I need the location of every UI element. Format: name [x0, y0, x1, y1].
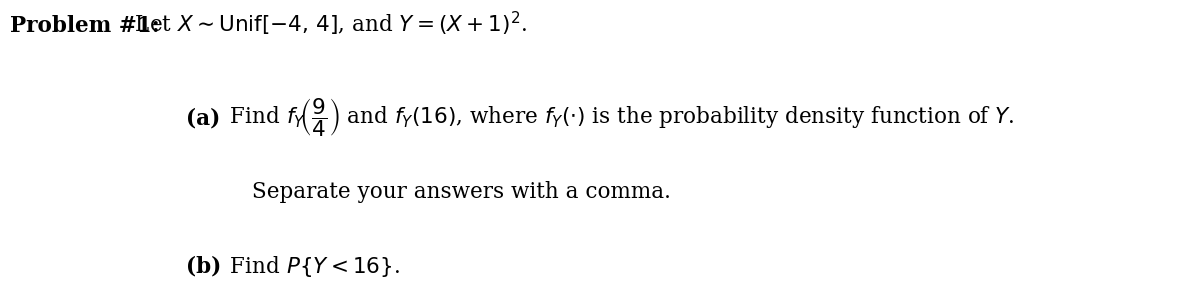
Text: (a): (a): [186, 107, 221, 129]
Text: Find $P\{Y < 16\}$.: Find $P\{Y < 16\}$.: [223, 254, 401, 279]
Text: Let $X \sim \mathrm{Unif}[-4,\,4]$, and $Y = (X+1)^2$.: Let $X \sim \mathrm{Unif}[-4,\,4]$, and …: [128, 9, 528, 38]
Text: Separate your answers with a comma.: Separate your answers with a comma.: [252, 181, 671, 204]
Text: (b): (b): [186, 256, 221, 278]
Text: Find $f_Y\!\left(\dfrac{9}{4}\right)$ and $f_Y(16)$, where $f_Y(\cdot)$ is the p: Find $f_Y\!\left(\dfrac{9}{4}\right)$ an…: [223, 97, 1015, 139]
Text: Problem #1:: Problem #1:: [10, 15, 160, 37]
